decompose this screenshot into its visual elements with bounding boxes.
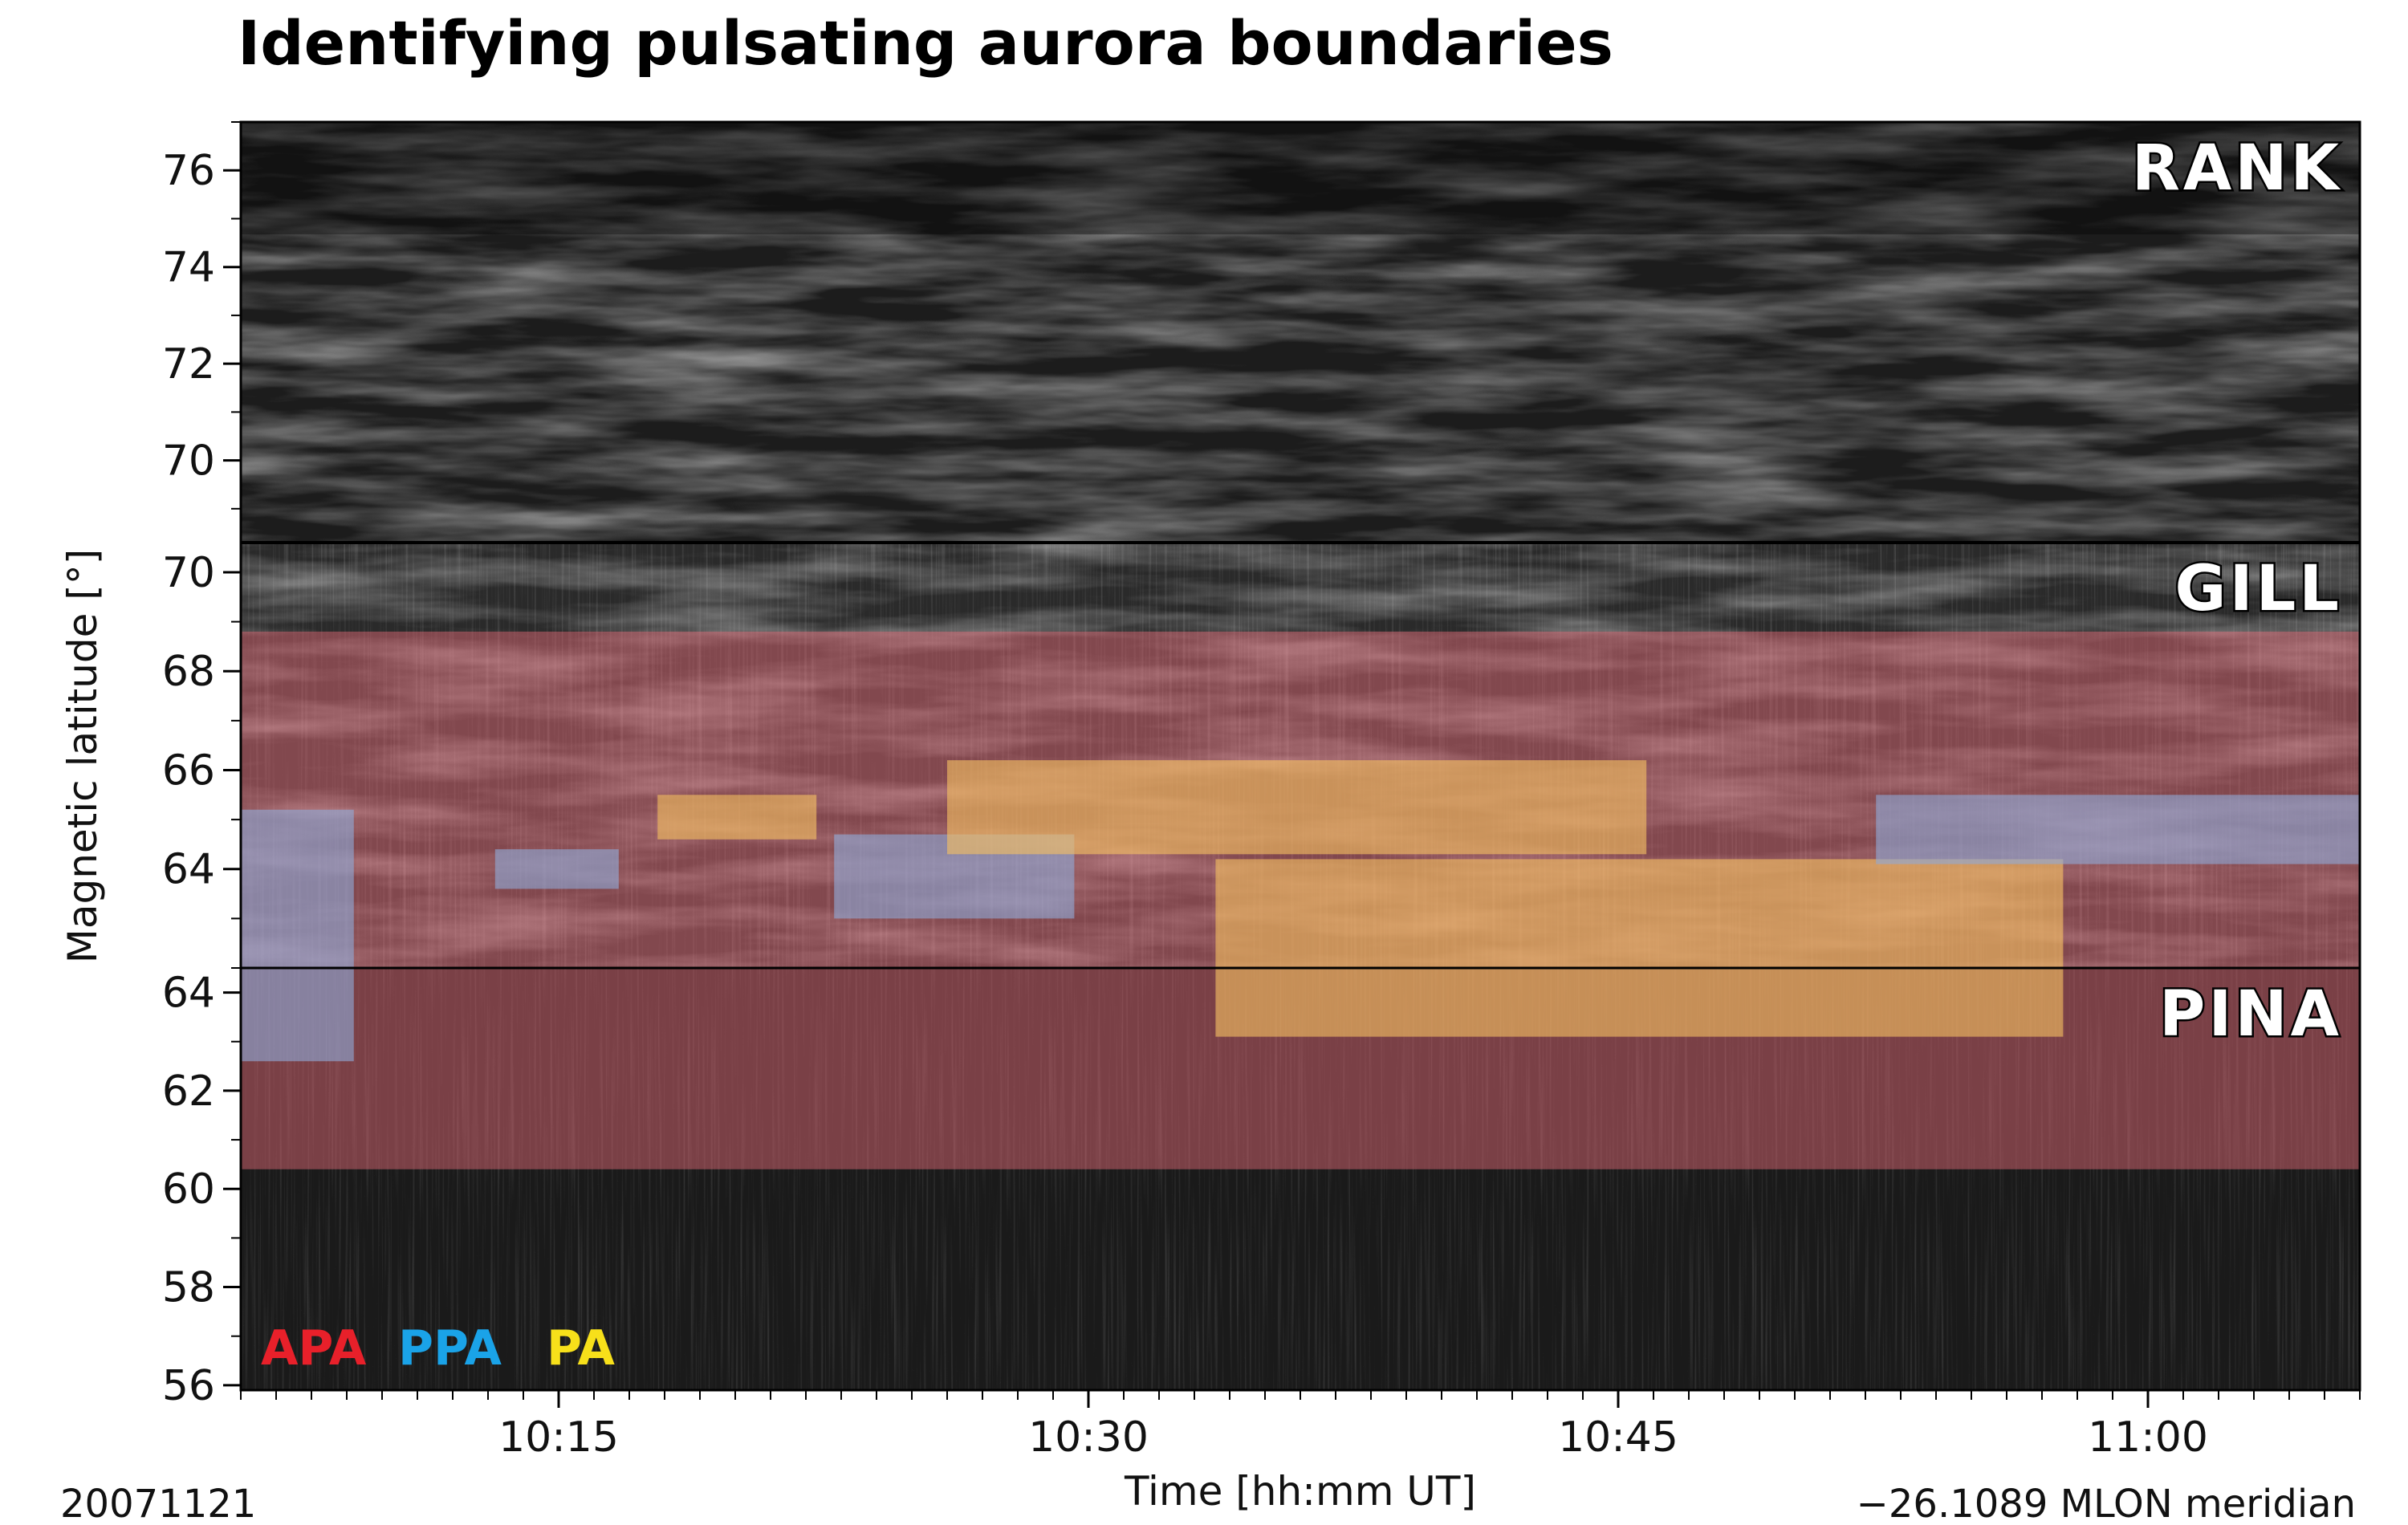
pina-y-tick-label-62: 62 (162, 1068, 215, 1116)
gill-region-pa-6 (1215, 859, 2064, 968)
boundary-regions (241, 631, 2360, 1169)
rank-y-tick-label-76: 76 (162, 147, 215, 195)
station-label-rank: RANK (2132, 132, 2342, 205)
gill-region-pa-3 (657, 795, 817, 840)
gill-y-tick-label-68: 68 (162, 648, 215, 696)
plot-area (241, 122, 2360, 1390)
station-labels: RANK GILL PINA (2129, 131, 2342, 1053)
rank-y-tick-label-74: 74 (162, 244, 215, 292)
pina-y-tick-label-58: 58 (162, 1264, 215, 1312)
gill-region-pa-5 (947, 760, 1647, 855)
x-axis-label: Time [hh:mm UT] (1124, 1468, 1476, 1515)
pina-y-tick-label-64: 64 (162, 970, 215, 1018)
x-tick-label-1015: 10:15 (498, 1413, 619, 1462)
pina-speckle (241, 968, 2360, 1390)
x-tick-label-1100: 11:00 (2088, 1413, 2208, 1462)
rank-aurora-texture (241, 122, 2360, 543)
pina-region-ppa-1 (241, 968, 354, 1062)
station-label-pina: PINA (2159, 978, 2342, 1051)
pina-region-pa-2 (1215, 968, 2064, 1037)
rank-upper-shade (241, 122, 2360, 234)
chart-title: Identifying pulsating aurora boundaries (238, 7, 1613, 79)
rank-y-tick-label-70: 70 (162, 437, 215, 486)
pina-y-tick-label-60: 60 (162, 1165, 215, 1214)
y-axis: 70 72 74 76 64 66 68 70 56 58 60 62 64 (162, 121, 241, 1410)
gill-region-ppa-1 (241, 809, 354, 968)
legend: APA PPA PA (261, 1320, 615, 1377)
panel-rank (241, 122, 2360, 543)
legend-pa: PA (547, 1320, 615, 1377)
rank-y-tick-label-72: 72 (162, 340, 215, 388)
gill-region-ppa-7 (1876, 795, 2360, 864)
pina-y-tick-label-56: 56 (162, 1362, 215, 1410)
meridian-label: −26.1089 MLON meridian (1857, 1482, 2356, 1525)
gill-y-tick-label-66: 66 (162, 746, 215, 795)
gill-y-tick-label-70: 70 (162, 549, 215, 597)
x-tick-label-1045: 10:45 (1558, 1413, 1678, 1462)
x-tick-label-1030: 10:30 (1028, 1413, 1149, 1462)
x-axis: 10:15 10:30 10:45 11:00 (240, 1390, 2361, 1462)
panel-pina (241, 968, 2360, 1390)
y-axis-label: Magnetic latitude [°] (59, 549, 106, 964)
legend-apa: APA (261, 1320, 367, 1377)
date-label: 20071121 (60, 1482, 256, 1525)
station-label-gill: GILL (2175, 553, 2342, 625)
gill-y-tick-label-64: 64 (162, 846, 215, 894)
gill-region-ppa-2 (494, 849, 619, 889)
legend-ppa: PPA (398, 1320, 502, 1377)
